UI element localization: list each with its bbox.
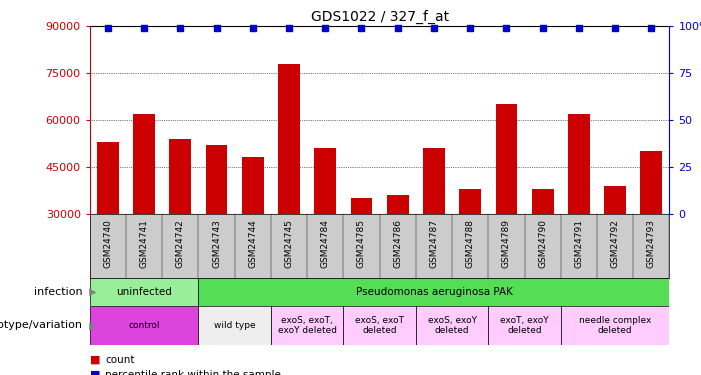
Bar	[343, 306, 416, 345]
Text: genotype/variation: genotype/variation	[0, 320, 83, 330]
Text: ▶: ▶	[86, 320, 97, 330]
Bar	[205, 145, 227, 214]
Bar	[198, 306, 271, 345]
Bar	[242, 158, 264, 214]
Text: control: control	[128, 321, 160, 330]
Bar	[423, 148, 445, 214]
Bar	[416, 306, 489, 345]
Text: percentile rank within the sample: percentile rank within the sample	[105, 370, 281, 375]
Bar	[271, 306, 343, 345]
Text: exoT, exoY
deleted: exoT, exoY deleted	[501, 316, 549, 335]
Text: exoS, exoY
deleted: exoS, exoY deleted	[428, 316, 477, 335]
Text: exoS, exoT,
exoY deleted: exoS, exoT, exoY deleted	[278, 316, 336, 335]
Bar	[198, 278, 669, 306]
Text: GSM24788: GSM24788	[465, 219, 475, 268]
Text: uninfected: uninfected	[116, 286, 172, 297]
Text: infection: infection	[34, 286, 83, 297]
Text: exoS, exoT
deleted: exoS, exoT deleted	[355, 316, 404, 335]
Bar	[314, 148, 336, 214]
Text: ■: ■	[90, 355, 100, 365]
Text: GSM24791: GSM24791	[574, 219, 583, 268]
Bar	[90, 306, 198, 345]
Bar	[350, 198, 372, 214]
Bar	[170, 139, 191, 214]
Bar	[496, 104, 517, 214]
Bar	[561, 306, 669, 345]
Text: GSM24744: GSM24744	[248, 219, 257, 268]
Text: needle complex
deleted: needle complex deleted	[579, 316, 651, 335]
Text: GSM24789: GSM24789	[502, 219, 511, 268]
Text: GSM24745: GSM24745	[285, 219, 294, 268]
Bar	[641, 151, 662, 214]
Text: GSM24790: GSM24790	[538, 219, 547, 268]
Title: GDS1022 / 327_f_at: GDS1022 / 327_f_at	[311, 10, 449, 24]
Bar	[604, 186, 626, 214]
Text: ■: ■	[90, 370, 100, 375]
Text: GSM24792: GSM24792	[611, 219, 620, 268]
Text: GSM24793: GSM24793	[647, 219, 656, 268]
Text: GSM24740: GSM24740	[103, 219, 112, 268]
Text: GSM24787: GSM24787	[430, 219, 438, 268]
Text: wild type: wild type	[214, 321, 255, 330]
Text: GSM24741: GSM24741	[139, 219, 149, 268]
Text: count: count	[105, 355, 135, 365]
Bar	[133, 114, 155, 214]
Bar	[459, 189, 481, 214]
Text: ▶: ▶	[86, 286, 97, 297]
Text: GSM24786: GSM24786	[393, 219, 402, 268]
Bar	[532, 189, 554, 214]
Bar	[97, 142, 118, 214]
Bar	[278, 64, 300, 214]
Text: GSM24785: GSM24785	[357, 219, 366, 268]
Text: Pseudomonas aeruginosa PAK: Pseudomonas aeruginosa PAK	[355, 286, 512, 297]
Bar	[387, 195, 409, 214]
Text: GSM24742: GSM24742	[176, 219, 185, 268]
Text: GSM24743: GSM24743	[212, 219, 221, 268]
Bar	[568, 114, 590, 214]
Bar	[90, 278, 198, 306]
Bar	[489, 306, 561, 345]
Text: GSM24784: GSM24784	[321, 219, 329, 268]
